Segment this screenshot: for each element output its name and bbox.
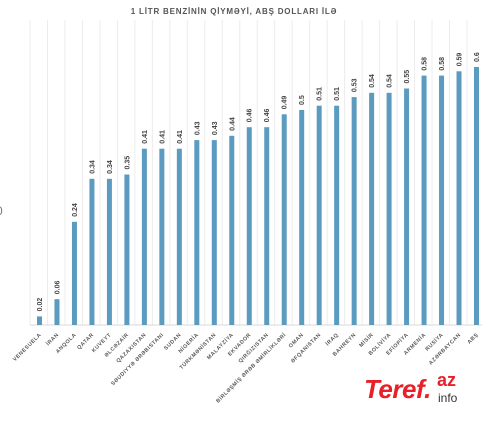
- data-label: 0.24: [72, 203, 79, 217]
- data-label: 0.58: [422, 57, 429, 71]
- bar: [281, 114, 287, 325]
- bar: [299, 110, 305, 325]
- bar: [439, 75, 445, 325]
- data-label: 0.34: [89, 160, 96, 174]
- logo-main-text: Teref.: [364, 374, 431, 404]
- data-label: 0.58: [439, 57, 446, 71]
- site-logo: Teref. az info: [364, 370, 476, 414]
- data-label: 0.5: [299, 95, 306, 105]
- category-label: VENESUELA: [12, 332, 43, 363]
- bar: [159, 148, 165, 325]
- data-label: 0.35: [124, 156, 131, 170]
- bar: [106, 178, 112, 325]
- bar: [124, 174, 130, 325]
- data-label: 0.41: [177, 130, 184, 144]
- bar: [176, 148, 182, 325]
- bar: [71, 221, 77, 325]
- logo-sub-text: info: [438, 391, 458, 405]
- data-label: 0.46: [264, 108, 271, 122]
- data-label: 0.43: [194, 121, 201, 135]
- edge-value-label: 0: [0, 204, 3, 218]
- data-label: 0.6: [474, 52, 481, 62]
- data-label: 0.55: [404, 70, 411, 84]
- bar: [229, 135, 235, 325]
- bar: [141, 148, 147, 325]
- data-label: 0.59: [457, 53, 464, 67]
- bar: [421, 75, 427, 325]
- logo-suffix-text: az: [437, 370, 457, 390]
- bar: [194, 140, 200, 325]
- chart-grid: [29, 20, 468, 325]
- data-label: 0.54: [369, 74, 376, 88]
- data-label: 0.46: [247, 108, 254, 122]
- category-label: MİSİR: [358, 331, 375, 348]
- category-label: İRAQ: [324, 331, 340, 347]
- data-label: 0.51: [334, 87, 341, 101]
- bar: [54, 299, 60, 325]
- bar: [89, 178, 95, 325]
- bar: [246, 127, 252, 325]
- bar: [474, 67, 479, 325]
- data-label: 0.06: [54, 280, 61, 294]
- data-label: 0.49: [282, 96, 289, 110]
- bar: [211, 140, 217, 325]
- data-label: 0.43: [212, 121, 219, 135]
- bar: [404, 88, 410, 325]
- category-label: ABŞ: [467, 332, 480, 345]
- bar: [264, 127, 270, 325]
- bar: [37, 316, 42, 325]
- bar: [386, 92, 392, 325]
- bar: [351, 97, 357, 325]
- data-label: 0.51: [317, 87, 324, 101]
- category-label: İRAN: [45, 331, 61, 347]
- bar-series: [37, 67, 479, 325]
- data-label: 0.34: [107, 160, 114, 174]
- category-label: AZƏRBAYCAN: [428, 332, 462, 366]
- bar: [369, 92, 375, 325]
- data-label: 0.41: [159, 130, 166, 144]
- data-label: 0.41: [142, 130, 149, 144]
- data-label: 0.44: [229, 117, 236, 131]
- bar: [334, 105, 340, 325]
- bar: [316, 105, 322, 325]
- data-label: 0.54: [387, 74, 394, 88]
- data-label: 0.02: [37, 298, 44, 312]
- value-labels: 0.02 0.06 0.24 0.34 0.34 0.35 0.41 0.41 0.41 0.43…: [37, 52, 481, 311]
- data-label: 0.53: [352, 78, 359, 92]
- chart-title: 1 LİTR BENZİNİN QİYMƏYİ, ABŞ DOLLARI İLƏ: [131, 7, 337, 16]
- bar: [456, 71, 462, 325]
